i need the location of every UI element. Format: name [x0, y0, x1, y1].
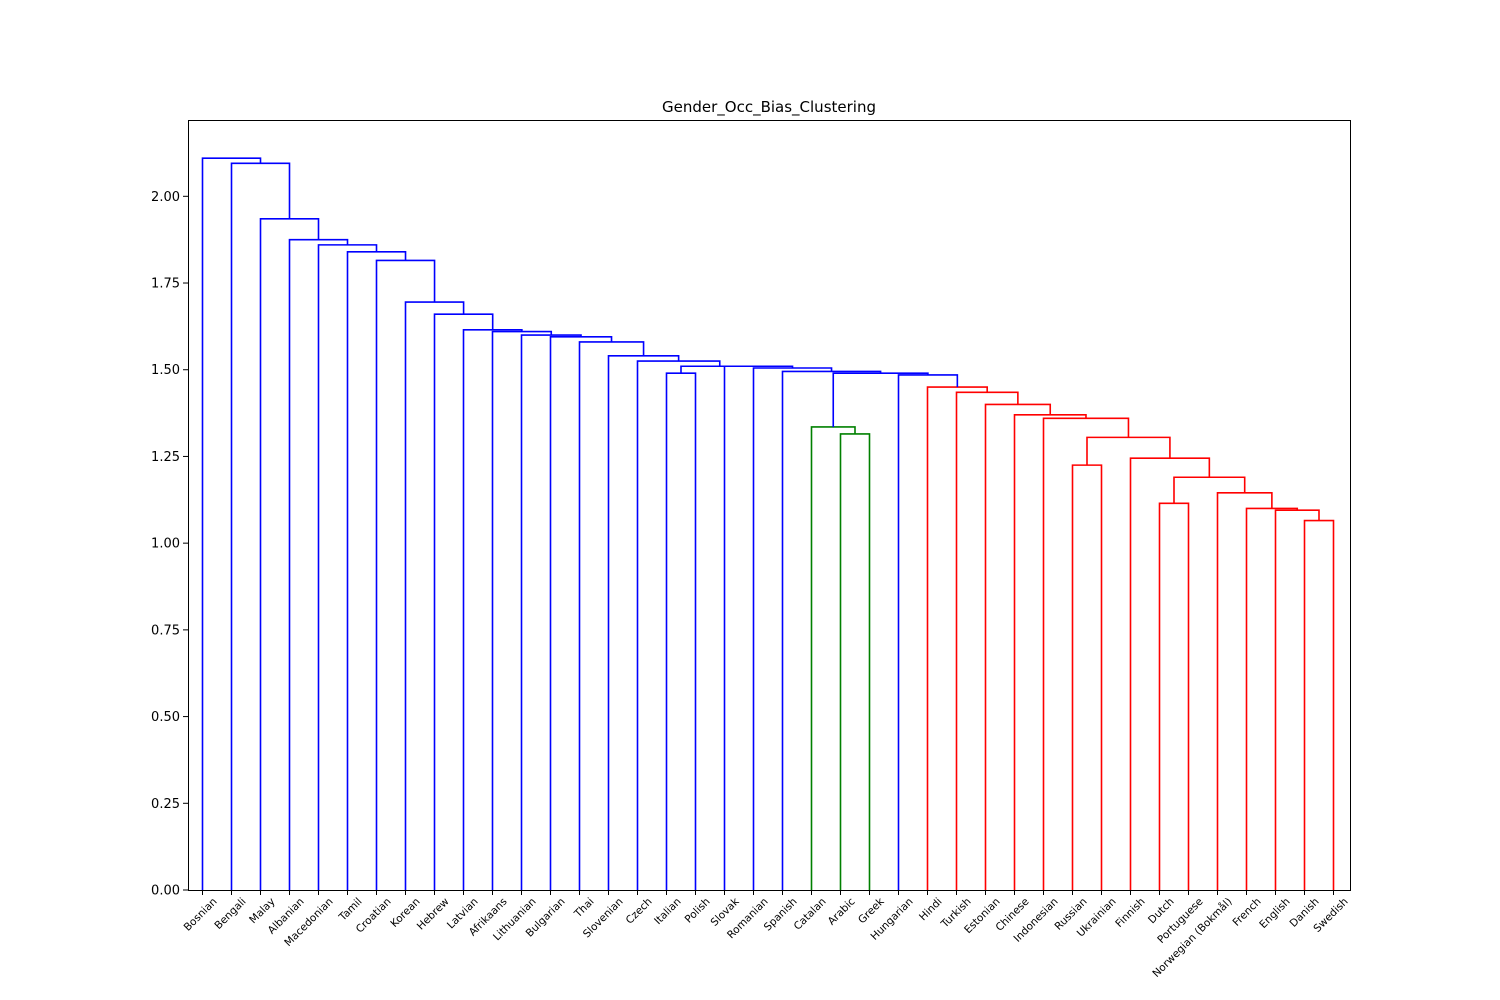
dendrogram-link-6 — [1173, 476, 1246, 504]
dendrogram-link-22 — [665, 372, 697, 890]
y-tick-label: 0.50 — [151, 710, 180, 725]
leaf-label: Hebrew — [415, 895, 452, 932]
dendrogram-link-24 — [636, 360, 721, 890]
dendrogram-link-39 — [201, 157, 262, 890]
y-tick-label: 1.75 — [151, 277, 180, 292]
dendrogram-link-11 — [1013, 414, 1087, 890]
dendrogram-link-19 — [781, 370, 882, 890]
dendrogram-link-2 — [1274, 509, 1320, 890]
chart-title: Gender_Occ_Bias_Clustering — [662, 98, 876, 117]
dendrogram-link-35 — [317, 244, 378, 890]
leaf-label: Finnish — [1113, 896, 1147, 930]
leaf-label: Thai — [572, 896, 597, 921]
y-tick-label: 0.75 — [151, 623, 180, 638]
dendrogram-link-29 — [491, 330, 553, 890]
y-tick-label: 1.25 — [151, 450, 180, 465]
dendrogram-link-8 — [1071, 464, 1103, 890]
dendrogram-link-38 — [230, 162, 291, 890]
dendrogram-link-26 — [578, 341, 645, 890]
dendrogram-link-3 — [1245, 507, 1299, 890]
dendrogram-link-20 — [752, 367, 833, 890]
leaf-label: Bosnian — [182, 896, 220, 934]
dendrogram-link-25 — [607, 355, 680, 890]
leaf-label: English — [1257, 896, 1292, 931]
y-tick-label: 0.00 — [151, 884, 180, 899]
dendrogram-link-4 — [1216, 492, 1273, 890]
dendrogram-link-34 — [346, 251, 407, 890]
dendrogram-link-7 — [1129, 457, 1211, 890]
leaf-label: Italian — [652, 896, 684, 928]
leaf-label: Catalan — [792, 896, 829, 933]
y-tick-label: 1.50 — [151, 363, 180, 378]
y-tick-label: 1.00 — [151, 537, 180, 552]
dendrogram-link-10 — [1042, 417, 1130, 890]
dendrogram-link-16 — [839, 433, 871, 890]
dendrogram-link-9 — [1086, 436, 1171, 466]
leaf-label: Arabic — [826, 895, 858, 927]
dendrogram-link-5 — [1158, 502, 1190, 890]
dendrogram-links — [201, 157, 1335, 890]
dendrogram-link-33 — [375, 259, 436, 890]
dendrogram-link-12 — [984, 403, 1052, 890]
dendrogram-link-23 — [680, 365, 759, 374]
y-tick-label: 2.00 — [151, 190, 180, 205]
dendrogram-link-13 — [955, 391, 1019, 890]
y-axis: 0.00 0.25 0.50 0.75 1.00 1.25 1.50 1.75 2.00 — [151, 190, 188, 899]
leaf-label: Bengali — [212, 896, 248, 932]
dendrogram-link-27 — [549, 335, 613, 890]
y-tick-label: 0.25 — [151, 797, 180, 812]
leaf-label: Czech — [624, 896, 655, 927]
dendrogram-link-32 — [404, 301, 465, 890]
dendrogram-link-1 — [1303, 519, 1335, 890]
dendrogram-link-18 — [832, 372, 929, 427]
dendrogram-link-14 — [926, 386, 988, 890]
dendrogram-link-17 — [810, 426, 856, 890]
plot-frame — [188, 120, 1351, 891]
